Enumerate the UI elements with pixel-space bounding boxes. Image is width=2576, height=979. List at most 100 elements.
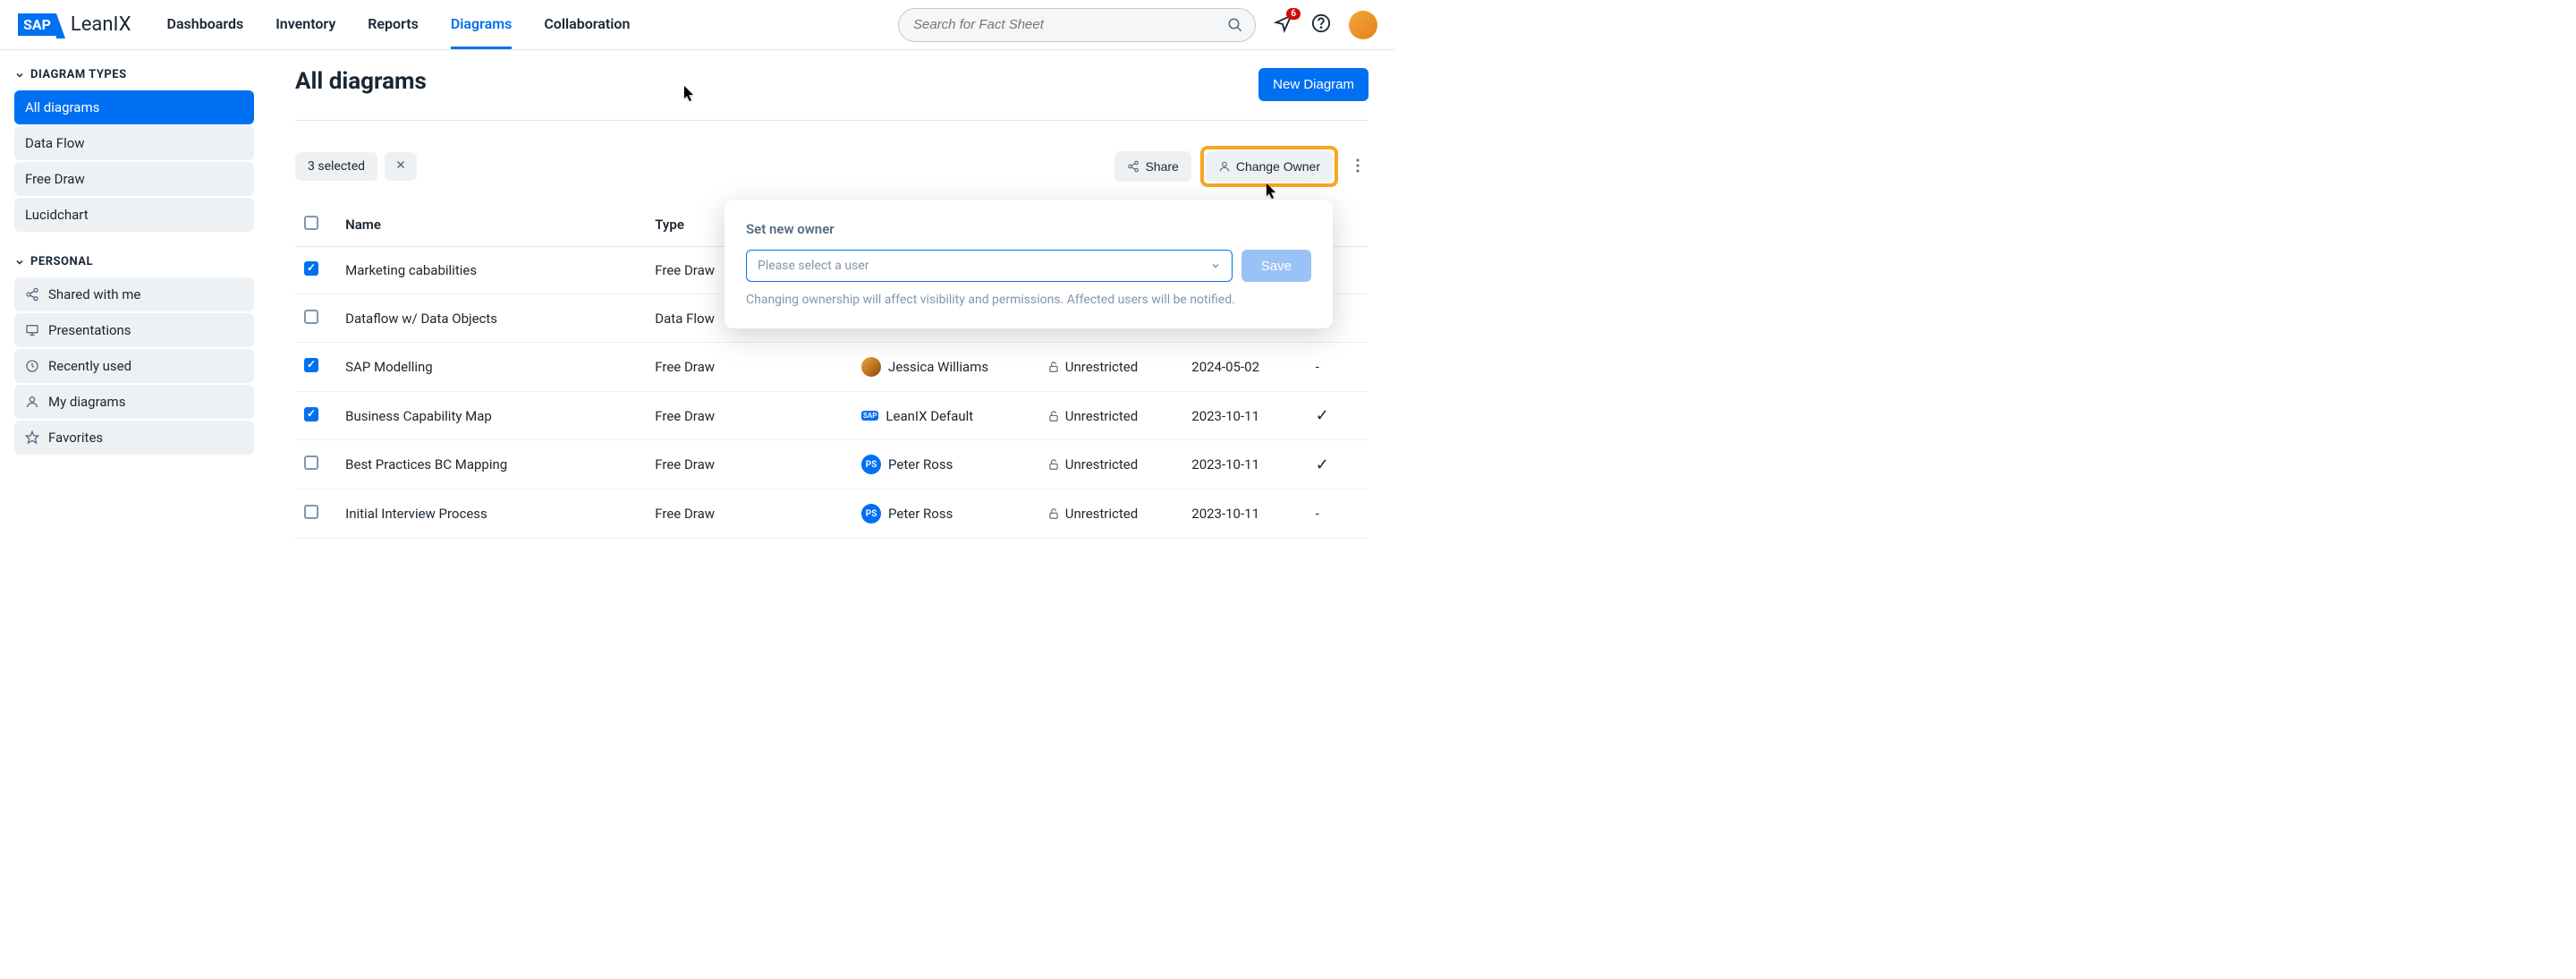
sidebar-section-personal[interactable]: PERSONAL: [14, 255, 254, 268]
notification-badge: 6: [1286, 8, 1301, 20]
logo-text: LeanIX: [71, 13, 131, 36]
row-checkbox[interactable]: [304, 358, 318, 372]
nav-reports[interactable]: Reports: [368, 1, 419, 49]
cell-updated: 2023-10-11: [1182, 392, 1306, 440]
row-checkbox[interactable]: [304, 261, 318, 276]
logo[interactable]: SAP LeanIX: [18, 13, 131, 36]
sidebar-item-lucidchart[interactable]: Lucidchart: [14, 198, 254, 232]
new-diagram-button[interactable]: New Diagram: [1258, 68, 1368, 101]
notifications-button[interactable]: 6: [1274, 13, 1293, 37]
cell-updated: 2024-05-02: [1182, 343, 1306, 392]
user-select-dropdown[interactable]: Please select a user: [746, 250, 1233, 282]
nav-collaboration[interactable]: Collaboration: [544, 1, 630, 49]
owner-avatar: PS: [861, 455, 881, 474]
cell-visibility: Unrestricted: [1047, 408, 1174, 424]
cell-owner: Jessica Williams: [861, 357, 1030, 377]
chevron-down-icon: [14, 257, 25, 268]
selection-toolbar: 3 selected Share Change Owner: [295, 120, 1368, 187]
cell-visibility: Unrestricted: [1047, 359, 1174, 375]
sidebar-section-diagram-types[interactable]: DIAGRAM TYPES: [14, 68, 254, 81]
user-avatar[interactable]: [1349, 11, 1377, 39]
nav-inventory[interactable]: Inventory: [275, 1, 335, 49]
sidebar: DIAGRAM TYPES All diagrams Data Flow Fre…: [0, 50, 268, 557]
cell-name: Marketing cababilities: [336, 247, 646, 294]
cell-starred: -: [1307, 343, 1368, 392]
cell-type: Free Draw: [646, 343, 852, 392]
cell-type: Free Draw: [646, 392, 852, 440]
cell-starred: -: [1307, 490, 1368, 539]
monitor-icon: [25, 323, 39, 337]
popover-title: Set new owner: [746, 221, 1311, 237]
owner-sap-icon: SAP: [861, 411, 878, 421]
help-button[interactable]: [1311, 13, 1331, 37]
app-header: SAP LeanIX Dashboards Inventory Reports …: [0, 0, 1395, 50]
check-icon: ✓: [1316, 406, 1329, 425]
dash-icon: -: [1316, 359, 1319, 375]
row-checkbox[interactable]: [304, 505, 318, 519]
cell-name: Business Capability Map: [336, 392, 646, 440]
change-owner-popover: Set new owner Please select a user Save …: [724, 200, 1333, 328]
owner-avatar: [861, 357, 881, 377]
share-button[interactable]: Share: [1114, 151, 1191, 182]
cell-name: Initial Interview Process: [336, 490, 646, 539]
sidebar-item-recently-used[interactable]: Recently used: [14, 349, 254, 383]
cell-updated: 2023-10-11: [1182, 490, 1306, 539]
unlock-icon: [1047, 458, 1060, 471]
sidebar-item-data-flow[interactable]: Data Flow: [14, 126, 254, 160]
table-row[interactable]: Initial Interview ProcessFree Draw PSPete…: [295, 490, 1368, 539]
change-owner-button[interactable]: Change Owner: [1206, 151, 1333, 182]
selection-count-chip: 3 selected: [295, 152, 377, 181]
cell-owner: PSPeter Ross: [861, 455, 1030, 474]
sidebar-item-shared-with-me[interactable]: Shared with me: [14, 277, 254, 311]
search-icon[interactable]: [1227, 17, 1243, 37]
sidebar-item-all-diagrams[interactable]: All diagrams: [14, 90, 254, 124]
cell-type: Free Draw: [646, 490, 852, 539]
unlock-icon: [1047, 361, 1060, 373]
cell-starred: ✓: [1307, 392, 1368, 440]
cell-updated: 2023-10-11: [1182, 440, 1306, 490]
share-icon: [25, 287, 39, 302]
popover-hint: Changing ownership will affect visibilit…: [746, 293, 1311, 307]
cell-owner: SAPLeanIX Default: [861, 408, 1030, 424]
sidebar-item-free-draw[interactable]: Free Draw: [14, 162, 254, 196]
table-row[interactable]: Best Practices BC MappingFree Draw PSPete…: [295, 440, 1368, 490]
star-icon: [25, 430, 39, 445]
close-icon: [395, 159, 406, 170]
save-button[interactable]: Save: [1241, 250, 1311, 282]
chevron-down-icon: [1210, 260, 1221, 271]
nav-diagrams[interactable]: Diagrams: [451, 1, 512, 49]
cell-type: Free Draw: [646, 440, 852, 490]
clear-selection-button[interactable]: [385, 152, 417, 181]
highlight-annotation: Change Owner: [1200, 146, 1338, 187]
user-icon: [1218, 160, 1231, 173]
sidebar-item-my-diagrams[interactable]: My diagrams: [14, 385, 254, 419]
dash-icon: -: [1316, 506, 1319, 522]
cell-visibility: Unrestricted: [1047, 456, 1174, 472]
row-checkbox[interactable]: [304, 407, 318, 421]
clock-icon: [25, 359, 39, 373]
main-nav: Dashboards Inventory Reports Diagrams Co…: [167, 1, 631, 49]
sidebar-item-favorites[interactable]: Favorites: [14, 421, 254, 455]
main-content: All diagrams New Diagram 3 selected Shar…: [268, 50, 1395, 557]
more-actions-button[interactable]: [1347, 151, 1368, 183]
row-checkbox[interactable]: [304, 310, 318, 324]
table-row[interactable]: Business Capability MapFree Draw SAPLeanI…: [295, 392, 1368, 440]
row-checkbox[interactable]: [304, 455, 318, 470]
unlock-icon: [1047, 410, 1060, 422]
logo-brand: SAP: [18, 13, 56, 36]
share-icon: [1127, 160, 1140, 173]
check-icon: ✓: [1316, 455, 1329, 474]
cell-name: Best Practices BC Mapping: [336, 440, 646, 490]
nav-dashboards[interactable]: Dashboards: [167, 1, 244, 49]
sidebar-item-presentations[interactable]: Presentations: [14, 313, 254, 347]
cell-name: Dataflow w/ Data Objects: [336, 294, 646, 343]
column-name[interactable]: Name: [336, 203, 646, 247]
cell-owner: PSPeter Ross: [861, 504, 1030, 524]
cell-starred: ✓: [1307, 440, 1368, 490]
cell-visibility: Unrestricted: [1047, 506, 1174, 522]
page-title: All diagrams: [295, 68, 1368, 95]
search-input[interactable]: [898, 8, 1256, 42]
chevron-down-icon: [14, 70, 25, 81]
select-all-checkbox[interactable]: [304, 216, 318, 230]
table-row[interactable]: SAP ModellingFree DrawJessica WilliamsUn…: [295, 343, 1368, 392]
